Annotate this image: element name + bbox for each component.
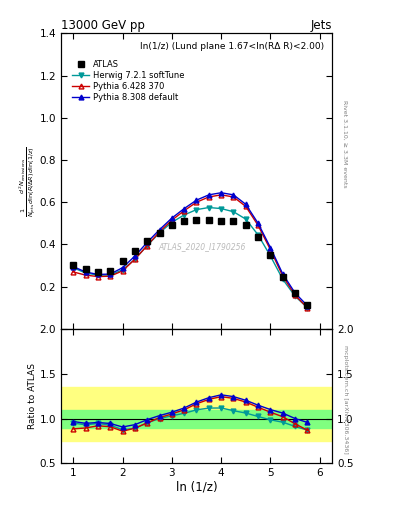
Herwig 7.2.1 softTune — [194, 206, 199, 212]
ATLAS — [268, 252, 273, 258]
Pythia 6.428 370 — [206, 194, 211, 200]
Pythia 8.308 default — [268, 245, 273, 251]
Pythia 6.428 370 — [293, 292, 298, 298]
Pythia 8.308 default — [182, 205, 187, 211]
Pythia 6.428 370 — [305, 305, 310, 311]
X-axis label: ln (1/z): ln (1/z) — [176, 481, 217, 494]
Pythia 8.308 default — [157, 227, 162, 233]
Pythia 6.428 370 — [95, 273, 100, 280]
Pythia 6.428 370 — [120, 268, 125, 274]
ATLAS — [169, 222, 174, 228]
Pythia 8.308 default — [256, 220, 261, 226]
Pythia 6.428 370 — [231, 194, 236, 200]
Legend: ATLAS, Herwig 7.2.1 softTune, Pythia 6.428 370, Pythia 8.308 default: ATLAS, Herwig 7.2.1 softTune, Pythia 6.4… — [70, 58, 186, 104]
Y-axis label: Ratio to ATLAS: Ratio to ATLAS — [28, 363, 37, 429]
Herwig 7.2.1 softTune — [206, 204, 211, 210]
Text: Rivet 3.1.10, ≥ 3.3M events: Rivet 3.1.10, ≥ 3.3M events — [343, 99, 348, 187]
Pythia 8.308 default — [305, 303, 310, 309]
ATLAS — [293, 290, 298, 296]
Pythia 8.308 default — [293, 290, 298, 296]
Pythia 6.428 370 — [256, 222, 261, 228]
Pythia 6.428 370 — [83, 272, 88, 278]
ATLAS — [194, 217, 199, 223]
Pythia 6.428 370 — [132, 256, 137, 262]
ATLAS — [243, 222, 248, 228]
Herwig 7.2.1 softTune — [71, 265, 75, 271]
Text: ATLAS_2020_I1790256: ATLAS_2020_I1790256 — [158, 242, 246, 251]
Pythia 8.308 default — [194, 197, 199, 203]
Pythia 8.308 default — [132, 253, 137, 259]
Herwig 7.2.1 softTune — [256, 232, 261, 238]
Pythia 6.428 370 — [219, 192, 224, 198]
Pythia 6.428 370 — [182, 208, 187, 214]
Pythia 8.308 default — [120, 265, 125, 271]
Pythia 8.308 default — [231, 192, 236, 198]
Herwig 7.2.1 softTune — [305, 305, 310, 311]
Text: 13000 GeV pp: 13000 GeV pp — [61, 19, 145, 32]
Pythia 6.428 370 — [243, 203, 248, 209]
ATLAS — [83, 266, 88, 272]
Text: Jets: Jets — [310, 19, 332, 32]
ATLAS — [219, 218, 224, 224]
Pythia 6.428 370 — [194, 199, 199, 205]
Pythia 8.308 default — [83, 269, 88, 275]
ATLAS — [71, 262, 75, 268]
Pythia 6.428 370 — [169, 217, 174, 223]
Pythia 6.428 370 — [157, 229, 162, 235]
ATLAS — [95, 269, 100, 275]
ATLAS — [182, 218, 187, 224]
Text: ln(1/z) (Lund plane 1.67<ln(RΔ R)<2.00): ln(1/z) (Lund plane 1.67<ln(RΔ R)<2.00) — [140, 42, 324, 51]
ATLAS — [256, 234, 261, 240]
Pythia 8.308 default — [71, 264, 75, 270]
ATLAS — [108, 268, 112, 274]
Y-axis label: $\frac{1}{N_\mathrm{jets}}\frac{d^2 N_\mathrm{emissions}}{d\ln(R/\Delta R)\,d\ln: $\frac{1}{N_\mathrm{jets}}\frac{d^2 N_\m… — [17, 145, 38, 217]
Pythia 6.428 370 — [281, 273, 285, 279]
Herwig 7.2.1 softTune — [108, 272, 112, 278]
Pythia 6.428 370 — [268, 247, 273, 253]
Pythia 8.308 default — [108, 271, 112, 277]
Pythia 6.428 370 — [71, 269, 75, 275]
Herwig 7.2.1 softTune — [219, 205, 224, 211]
Line: Herwig 7.2.1 softTune: Herwig 7.2.1 softTune — [71, 205, 310, 310]
ATLAS — [305, 302, 310, 308]
ATLAS — [281, 274, 285, 280]
Herwig 7.2.1 softTune — [281, 276, 285, 283]
Pythia 8.308 default — [145, 239, 150, 245]
Herwig 7.2.1 softTune — [182, 212, 187, 218]
ATLAS — [132, 248, 137, 254]
Pythia 8.308 default — [243, 201, 248, 207]
Herwig 7.2.1 softTune — [157, 230, 162, 236]
Pythia 8.308 default — [206, 192, 211, 198]
Pythia 6.428 370 — [145, 243, 150, 249]
ATLAS — [206, 217, 211, 223]
Pythia 8.308 default — [95, 271, 100, 278]
Herwig 7.2.1 softTune — [95, 272, 100, 278]
ATLAS — [231, 218, 236, 224]
Line: ATLAS: ATLAS — [70, 217, 310, 308]
Pythia 8.308 default — [281, 271, 285, 277]
Line: Pythia 6.428 370: Pythia 6.428 370 — [71, 193, 310, 310]
Herwig 7.2.1 softTune — [231, 209, 236, 215]
Herwig 7.2.1 softTune — [293, 293, 298, 300]
ATLAS — [145, 238, 150, 244]
Pythia 8.308 default — [169, 215, 174, 221]
Herwig 7.2.1 softTune — [83, 270, 88, 276]
ATLAS — [120, 259, 125, 265]
Pythia 8.308 default — [219, 189, 224, 196]
Text: mcplots.cern.ch [arXiv:1306.3436]: mcplots.cern.ch [arXiv:1306.3436] — [343, 345, 348, 454]
Line: Pythia 8.308 default: Pythia 8.308 default — [71, 190, 310, 308]
Herwig 7.2.1 softTune — [243, 216, 248, 222]
Herwig 7.2.1 softTune — [169, 219, 174, 225]
Herwig 7.2.1 softTune — [120, 267, 125, 273]
Pythia 6.428 370 — [108, 273, 112, 279]
Herwig 7.2.1 softTune — [145, 243, 150, 249]
Herwig 7.2.1 softTune — [132, 256, 137, 262]
ATLAS — [157, 230, 162, 236]
Herwig 7.2.1 softTune — [268, 253, 273, 259]
